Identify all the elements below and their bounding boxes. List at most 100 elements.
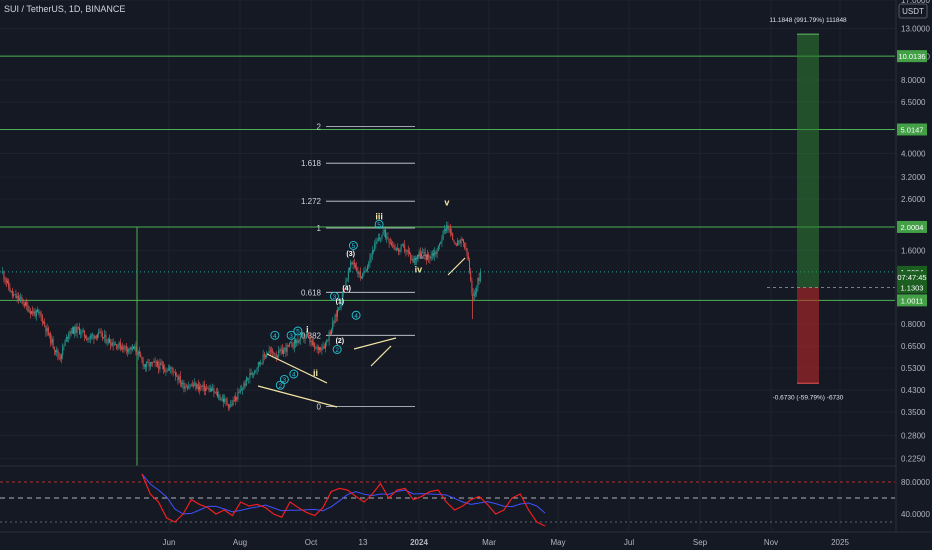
x-tick-label: Jun bbox=[163, 538, 176, 547]
candle-body bbox=[355, 265, 356, 268]
candle-body bbox=[418, 251, 420, 256]
candle-body bbox=[386, 236, 388, 238]
fib-level-label: 1 bbox=[317, 224, 322, 233]
candle-body bbox=[83, 330, 85, 337]
candle-body bbox=[170, 367, 172, 369]
candle-body bbox=[25, 302, 26, 306]
candle-body bbox=[91, 335, 92, 337]
wave-circle-label: 5 bbox=[296, 329, 300, 336]
candle-body bbox=[82, 330, 84, 332]
candle-body bbox=[339, 306, 341, 308]
candle-body bbox=[310, 340, 312, 343]
candle-body bbox=[47, 328, 49, 335]
candle-body bbox=[351, 262, 353, 265]
candle-body bbox=[50, 333, 52, 344]
candle-body bbox=[453, 240, 455, 243]
candle-body bbox=[367, 266, 368, 271]
candle-body bbox=[322, 346, 324, 349]
candle-body bbox=[178, 376, 180, 381]
candle-body bbox=[5, 280, 7, 283]
wave-circle bbox=[332, 345, 342, 354]
y-tick-label: 0.8000 bbox=[901, 320, 926, 329]
candle-body bbox=[428, 254, 430, 258]
candle-body bbox=[3, 271, 5, 279]
candle-body bbox=[362, 273, 364, 279]
candle-body bbox=[254, 370, 256, 374]
candle-body bbox=[67, 337, 68, 339]
long-position-tool[interactable]: 11.1848 (991.79%) 111848 -0.6730 (-59.79%… bbox=[767, 17, 895, 401]
candle-body bbox=[278, 350, 280, 357]
candle-body bbox=[439, 243, 440, 246]
candle-body bbox=[13, 294, 14, 296]
candle-body bbox=[191, 384, 193, 386]
currency-button[interactable] bbox=[898, 3, 928, 19]
x-tick-label: Nov bbox=[764, 538, 778, 547]
candle-body bbox=[327, 340, 329, 342]
candle-body bbox=[41, 315, 43, 323]
candle-body bbox=[350, 262, 352, 268]
candle-body bbox=[236, 396, 238, 400]
wave-label: ii bbox=[313, 368, 318, 378]
wave-circle bbox=[279, 374, 289, 384]
candle-body bbox=[200, 386, 202, 388]
candle-body bbox=[226, 400, 228, 405]
candle-body bbox=[296, 340, 298, 344]
candle-body bbox=[71, 327, 73, 334]
y-tick-label: 0.2250 bbox=[901, 455, 926, 464]
wave-circle bbox=[329, 291, 339, 301]
wave-label: (4) bbox=[342, 285, 351, 292]
candle-body bbox=[268, 350, 270, 353]
candle-body bbox=[11, 290, 13, 296]
candle-body bbox=[259, 362, 260, 364]
candle-body bbox=[136, 352, 138, 356]
candle-body bbox=[106, 342, 108, 344]
candle-body bbox=[74, 326, 76, 334]
fib-level-label: 0.382 bbox=[301, 331, 322, 340]
candle-body bbox=[261, 362, 263, 364]
candle-body bbox=[197, 384, 199, 390]
candle-body bbox=[155, 361, 157, 363]
candle-body bbox=[333, 321, 335, 323]
candle-body bbox=[92, 335, 94, 336]
candle-body bbox=[381, 234, 383, 239]
candle-body bbox=[476, 287, 478, 293]
candle-body bbox=[81, 330, 83, 334]
candle-body bbox=[256, 367, 258, 370]
candle-body bbox=[58, 355, 60, 359]
candle-body bbox=[239, 390, 241, 393]
candle-body bbox=[251, 373, 253, 376]
candle-body bbox=[220, 399, 222, 401]
candle-body bbox=[290, 342, 292, 344]
candle-body bbox=[196, 384, 198, 389]
wave-channel-line bbox=[370, 345, 392, 367]
candle-body bbox=[14, 294, 16, 296]
candle-body bbox=[55, 350, 56, 353]
candle-body bbox=[218, 395, 220, 397]
candle-body bbox=[69, 331, 71, 335]
candle-body bbox=[76, 326, 78, 333]
wave-circle-label: 3 bbox=[283, 377, 287, 384]
candle-body bbox=[461, 238, 463, 240]
candle-body bbox=[208, 387, 210, 392]
wedge-lower-line bbox=[257, 385, 338, 408]
candle-body bbox=[344, 288, 346, 290]
candle-body bbox=[431, 253, 433, 256]
candle-body bbox=[68, 334, 70, 339]
candle-body bbox=[207, 387, 209, 389]
x-tick-label: Aug bbox=[233, 538, 247, 547]
candle-body bbox=[359, 272, 361, 277]
candle-body bbox=[130, 347, 132, 350]
candle-body bbox=[315, 348, 317, 349]
candle-body bbox=[127, 349, 128, 352]
candle-body bbox=[86, 338, 88, 341]
candle-body bbox=[176, 375, 178, 377]
candle-body bbox=[128, 349, 130, 352]
candle-body bbox=[22, 299, 24, 304]
annotation-label: flat? bbox=[417, 255, 429, 261]
price-tag-bg bbox=[897, 50, 927, 63]
candle-body bbox=[317, 346, 319, 350]
candle-body bbox=[62, 346, 64, 356]
candle-body bbox=[145, 364, 146, 367]
